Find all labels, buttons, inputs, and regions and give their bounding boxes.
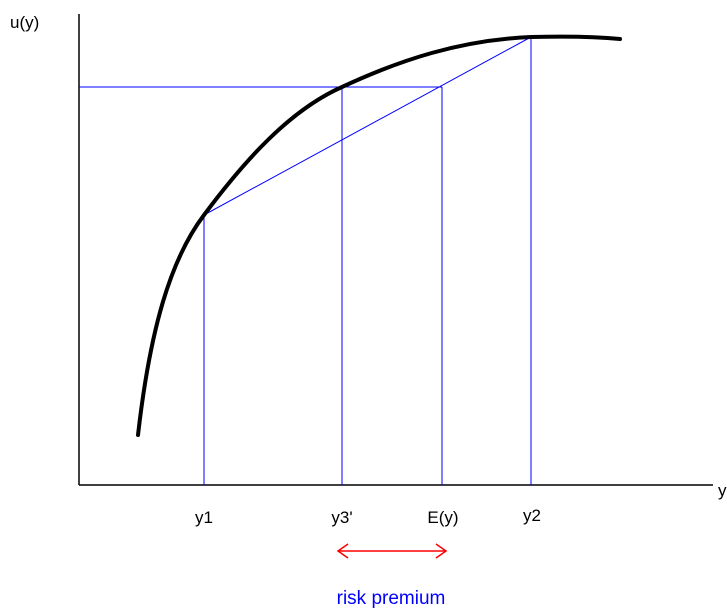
tick-label-y1: y1 [195,508,213,527]
risk-premium-label: risk premium [337,588,446,609]
x-axis-label: y [718,481,727,500]
utility-curve [136,34,622,437]
chord-line [203,36,532,216]
risk-premium-arrow [336,543,448,559]
tick-label-ey: E(y) [427,508,458,527]
tick-label-y3: y3' [331,508,352,527]
y-axis-label: u(y) [10,13,39,32]
guide-lines [79,36,532,485]
tick-label-y2: y2 [523,506,541,525]
